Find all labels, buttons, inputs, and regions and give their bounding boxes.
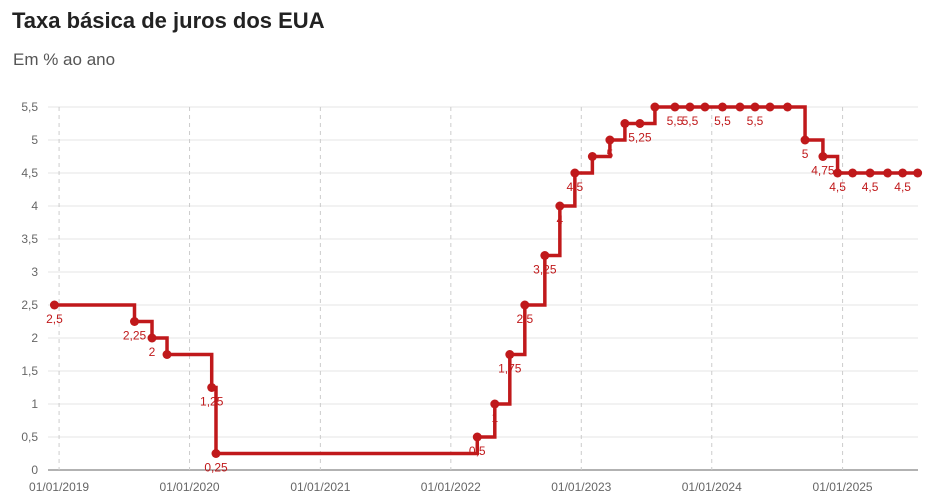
data-point: [833, 168, 843, 178]
data-label: 4,5: [829, 180, 846, 194]
x-tick-label: 01/01/2021: [290, 480, 350, 494]
label-layer: 2,5 2,252 1,25 0,25 0,5 1 1,75 2,5 3,25 4 4,5 5 5,25…: [46, 114, 911, 475]
data-point: [49, 300, 59, 310]
data-point: [207, 383, 217, 392]
y-tick-label: 3: [31, 265, 38, 279]
data-label: 3,25: [533, 263, 557, 277]
x-tick-label: 01/01/2025: [813, 480, 873, 494]
data-point: [848, 168, 858, 178]
data-label: 4,75: [811, 164, 835, 178]
data-label: 4,5: [862, 180, 879, 194]
data-point: [490, 399, 500, 409]
data-point: [555, 201, 565, 211]
chart-subtitle: Em % ao ano: [13, 50, 116, 69]
data-point: [605, 135, 615, 145]
data-point: [520, 300, 530, 310]
data-label: 1,75: [498, 362, 522, 376]
x-tick-label: 01/01/2022: [421, 480, 481, 494]
data-point: [898, 168, 908, 178]
x-tick-label: 01/01/2023: [551, 480, 611, 494]
y-tick-label: 5: [31, 133, 38, 147]
data-point: [129, 317, 139, 326]
data-label: 1: [491, 411, 498, 425]
grid-layer: [48, 106, 918, 471]
y-tick-label: 1,5: [21, 364, 38, 378]
data-point: [883, 168, 893, 178]
data-label: 2,5: [516, 312, 533, 326]
data-label: 5,5: [682, 114, 699, 128]
data-label: 5,5: [747, 114, 764, 128]
data-point: [620, 119, 630, 128]
data-point: [913, 168, 923, 178]
data-point: [783, 102, 793, 112]
y-tick-label: 2: [31, 331, 38, 345]
data-label: 5,5: [714, 114, 731, 128]
data-point: [750, 102, 760, 112]
data-label: 0,25: [204, 461, 228, 475]
data-point: [800, 135, 810, 145]
x-tick-label: 01/01/2020: [160, 480, 220, 494]
data-point: [587, 152, 597, 161]
data-label: 5,5: [667, 114, 684, 128]
chart-title: Taxa básica de juros dos EUA: [12, 8, 325, 33]
y-tick-label: 4,5: [21, 166, 38, 180]
data-label: 4,5: [894, 180, 911, 194]
y-tick-label: 2,5: [21, 298, 38, 312]
data-point: [765, 102, 775, 112]
data-label: 2,25: [123, 329, 147, 343]
y-tick-label: 3,5: [21, 232, 38, 246]
series-line: [54, 105, 918, 456]
data-label: 1,25: [200, 395, 224, 409]
data-point: [818, 152, 828, 161]
data-label: 4,5: [567, 180, 584, 194]
data-point: [162, 350, 172, 359]
data-point: [472, 432, 482, 442]
data-point: [685, 102, 695, 112]
data-point: [505, 350, 515, 359]
data-point: [717, 102, 727, 112]
axis-layer: 0 0,5 1 1,5 2 2,5 3 3,5 4 4,5 5 5,5 01/01/2019 01/01/…: [21, 100, 873, 494]
data-label: 0,5: [469, 444, 486, 458]
y-tick-label: 0,5: [21, 430, 38, 444]
data-label: 5,25: [628, 131, 652, 145]
series-layer: [49, 102, 923, 458]
data-point: [650, 102, 660, 112]
data-point: [211, 449, 221, 458]
x-tick-label: 01/01/2024: [682, 480, 742, 494]
data-label: 5: [802, 147, 809, 161]
y-tick-label: 5,5: [21, 100, 38, 114]
data-point: [865, 168, 875, 178]
data-point: [670, 102, 680, 112]
y-tick-label: 1: [31, 397, 38, 411]
y-tick-label: 0: [31, 463, 38, 477]
data-label: 2,5: [46, 312, 63, 326]
data-point: [700, 102, 710, 112]
data-point: [570, 168, 580, 178]
x-tick-label: 01/01/2019: [29, 480, 89, 494]
data-label: 4: [557, 213, 564, 227]
data-point: [147, 333, 157, 343]
data-point: [540, 251, 550, 260]
data-label: 5: [607, 147, 614, 161]
data-point: [735, 102, 745, 112]
data-label: 2: [149, 345, 156, 359]
data-point: [635, 119, 645, 128]
y-tick-label: 4: [31, 199, 38, 213]
